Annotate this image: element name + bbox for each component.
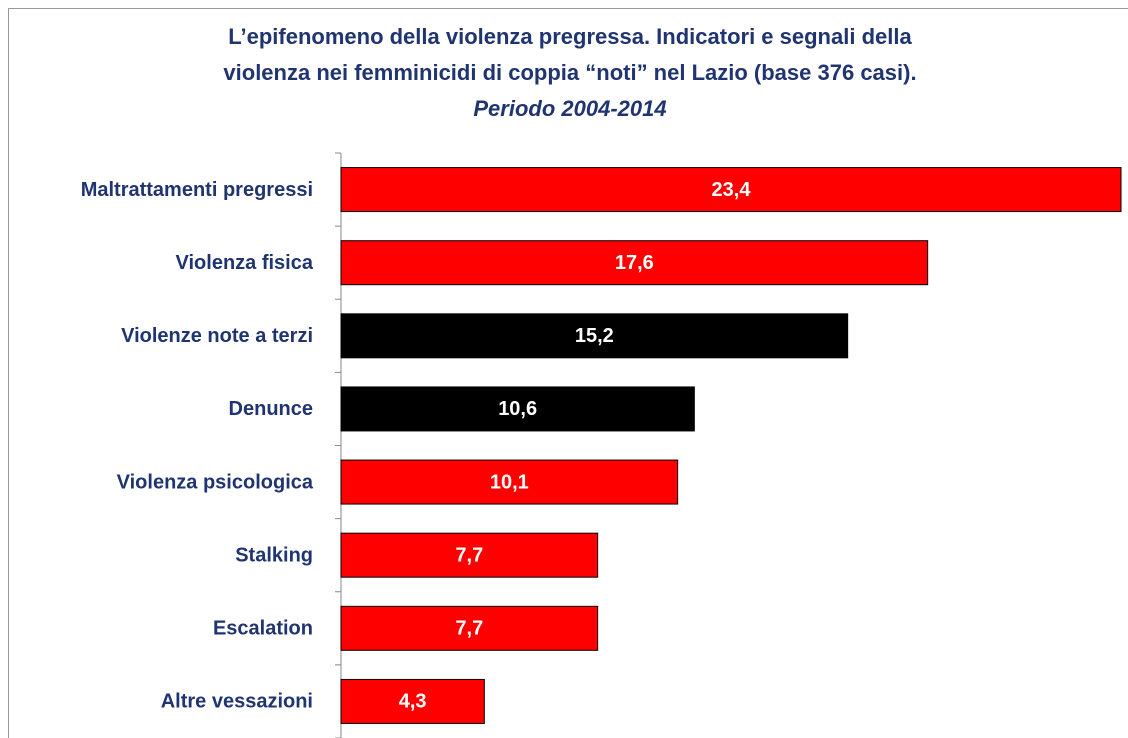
bar — [340, 240, 929, 286]
data-label: 7,7 — [455, 544, 483, 566]
bar — [340, 605, 599, 651]
chart-subtitle: Periodo 2004-2014 — [473, 96, 666, 121]
bar — [340, 386, 695, 432]
category-label: Escalation — [213, 618, 313, 640]
chart-title: violenza nei femminicidi di coppia “noti… — [223, 60, 916, 85]
category-label: Stalking — [235, 544, 313, 566]
bar — [340, 459, 679, 505]
category-label: Violenze note a terzi — [121, 325, 313, 347]
bar — [340, 532, 599, 578]
category-label: Maltrattamenti pregressi — [81, 179, 313, 201]
data-label: 15,2 — [575, 325, 614, 347]
data-label: 10,6 — [498, 398, 537, 420]
bar — [340, 167, 1122, 213]
category-label: Denunce — [229, 398, 313, 420]
data-label: 23,4 — [712, 179, 752, 201]
data-label: 10,1 — [490, 471, 529, 493]
category-label: Violenza psicologica — [117, 471, 314, 493]
bar — [340, 678, 485, 724]
category-label: Violenza fisica — [176, 252, 314, 274]
category-label: Altre vessazioni — [161, 691, 313, 713]
data-label: 17,6 — [615, 252, 654, 274]
data-label: 4,3 — [399, 691, 427, 713]
chart-border — [8, 8, 1128, 738]
data-label: 7,7 — [455, 618, 483, 640]
chart-title: L’epifenomeno della violenza pregressa. … — [228, 24, 912, 49]
bar — [340, 313, 849, 359]
